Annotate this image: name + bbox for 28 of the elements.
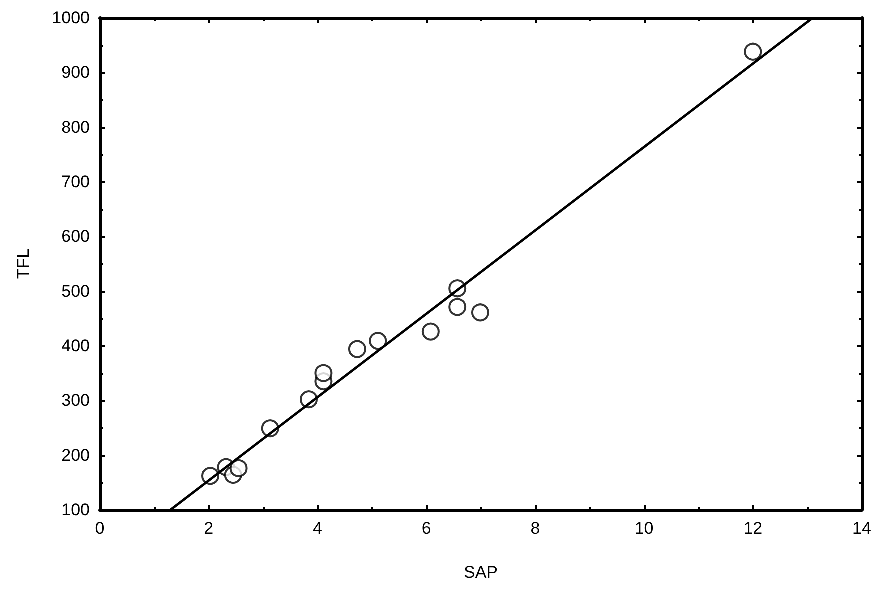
y-tick-label: 800 xyxy=(62,118,90,137)
y-tick-label: 700 xyxy=(62,172,90,192)
y-tick-label: 1000 xyxy=(52,8,90,28)
y-tick-label: 300 xyxy=(62,391,90,410)
point xyxy=(369,332,388,350)
y-tick-label: 900 xyxy=(62,63,90,82)
point xyxy=(448,298,467,316)
x-tick-label: 8 xyxy=(530,519,540,538)
x-tick-label: 10 xyxy=(634,519,654,538)
y-tick-label: 600 xyxy=(62,227,90,246)
x-tick-label: 0 xyxy=(95,519,105,538)
point xyxy=(744,42,762,61)
point xyxy=(471,304,490,322)
point xyxy=(348,340,366,358)
y-tick-label: 400 xyxy=(62,336,90,356)
x-tick-label: 6 xyxy=(422,519,432,538)
point xyxy=(314,364,333,382)
point xyxy=(422,322,440,341)
x-tick-label: 4 xyxy=(312,519,322,538)
x-tick-label: 12 xyxy=(744,519,763,538)
y-tick-label: 500 xyxy=(62,282,90,301)
point xyxy=(230,459,248,478)
x-tick-label: 2 xyxy=(204,519,214,538)
y-tick-label: 200 xyxy=(62,446,90,465)
x-tick-label: 14 xyxy=(852,519,872,538)
x-axis-title: SAP xyxy=(464,563,498,582)
y-axis-title: TFL xyxy=(14,248,33,280)
y-tick-label: 100 xyxy=(62,500,90,520)
